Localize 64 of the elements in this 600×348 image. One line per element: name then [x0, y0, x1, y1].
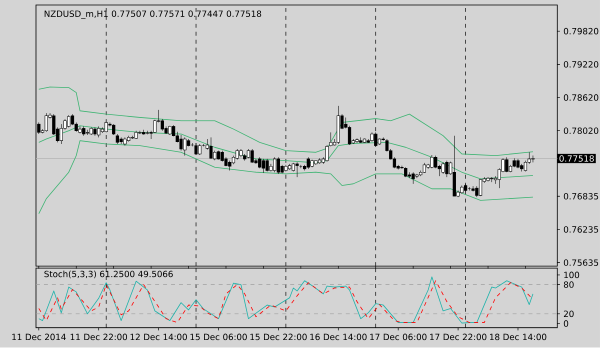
candlestick [478, 178, 482, 197]
candlestick [276, 157, 280, 174]
x-tick-label: 17 Dec 22:00 [430, 334, 486, 340]
x-tick-label: 18 Dec 14:00 [490, 334, 546, 340]
candlestick [325, 144, 329, 162]
candlestick [258, 157, 262, 169]
candlestick [404, 167, 408, 178]
candlestick [209, 137, 213, 160]
y-tick-label: 20 [564, 310, 574, 318]
y-tick-label: 0 [564, 320, 568, 328]
candlestick [179, 135, 183, 152]
x-tick-label: 11 Dec 22:00 [70, 334, 128, 340]
y-tick-label: 0.79220 [564, 61, 598, 68]
x-tick-label: 17 Dec 06:00 [370, 334, 427, 340]
y-tick-label: 0.75635 [564, 260, 598, 266]
x-tick-label: 12 Dec 14:00 [130, 334, 187, 340]
text: NZDUSD_m,H1 0.77507 0.77571 0.77447 0.77518 [44, 10, 262, 20]
candlestick [246, 148, 250, 159]
line-series [38, 126, 534, 180]
candlestick [524, 160, 528, 172]
candlestick [273, 157, 276, 173]
y-tick-label: 0.78020 [564, 128, 598, 134]
candlestick [445, 160, 448, 178]
y-tick-label: 0.78620 [564, 94, 598, 102]
y-tick-label: 80 [564, 282, 574, 288]
candlestick [370, 132, 374, 142]
candlestick [82, 126, 86, 136]
x-tick-label: 11 Dec 2014 [12, 334, 66, 340]
y-tick-label: 0.76835 [564, 193, 598, 200]
x-tick-label: 15 Dec 22:00 [250, 334, 307, 340]
line-series [38, 86, 534, 156]
candlestick [471, 186, 475, 192]
candlestick [168, 126, 172, 136]
candlestick [531, 156, 535, 163]
candlestick [183, 137, 186, 156]
candlestick [86, 130, 90, 136]
candlestick [306, 157, 310, 170]
x-tick-label: 16 Dec 14:00 [310, 334, 367, 340]
candlestick [412, 172, 415, 184]
candlestick [67, 115, 70, 128]
ref-line-label: 0.77518 [559, 155, 594, 162]
candlestick [194, 142, 198, 156]
y-tick-label: 0.79820 [564, 28, 598, 35]
candlestick [44, 113, 48, 132]
y-tick-label: 100 [564, 272, 580, 278]
line-series [38, 140, 534, 214]
candlestick [198, 144, 202, 156]
candlestick [262, 158, 266, 174]
candlestick [97, 126, 100, 138]
x-tick-label: 15 Dec 06:00 [190, 334, 247, 340]
candlestick [348, 126, 352, 146]
candlestick [296, 162, 299, 178]
candlestick [442, 162, 445, 174]
candlestick [250, 148, 254, 164]
candlestick [266, 158, 269, 172]
candlestick [452, 136, 456, 197]
candlestick [220, 150, 224, 162]
candlestick [505, 157, 508, 173]
candlestick [430, 154, 434, 169]
candlestick [236, 148, 239, 160]
y-tick-label: 0.76235 [564, 226, 598, 233]
chart-title: Stoch(5,3,3) 61.2500 49.5066 [44, 270, 173, 278]
candlestick [516, 158, 520, 169]
candlestick [422, 162, 426, 174]
